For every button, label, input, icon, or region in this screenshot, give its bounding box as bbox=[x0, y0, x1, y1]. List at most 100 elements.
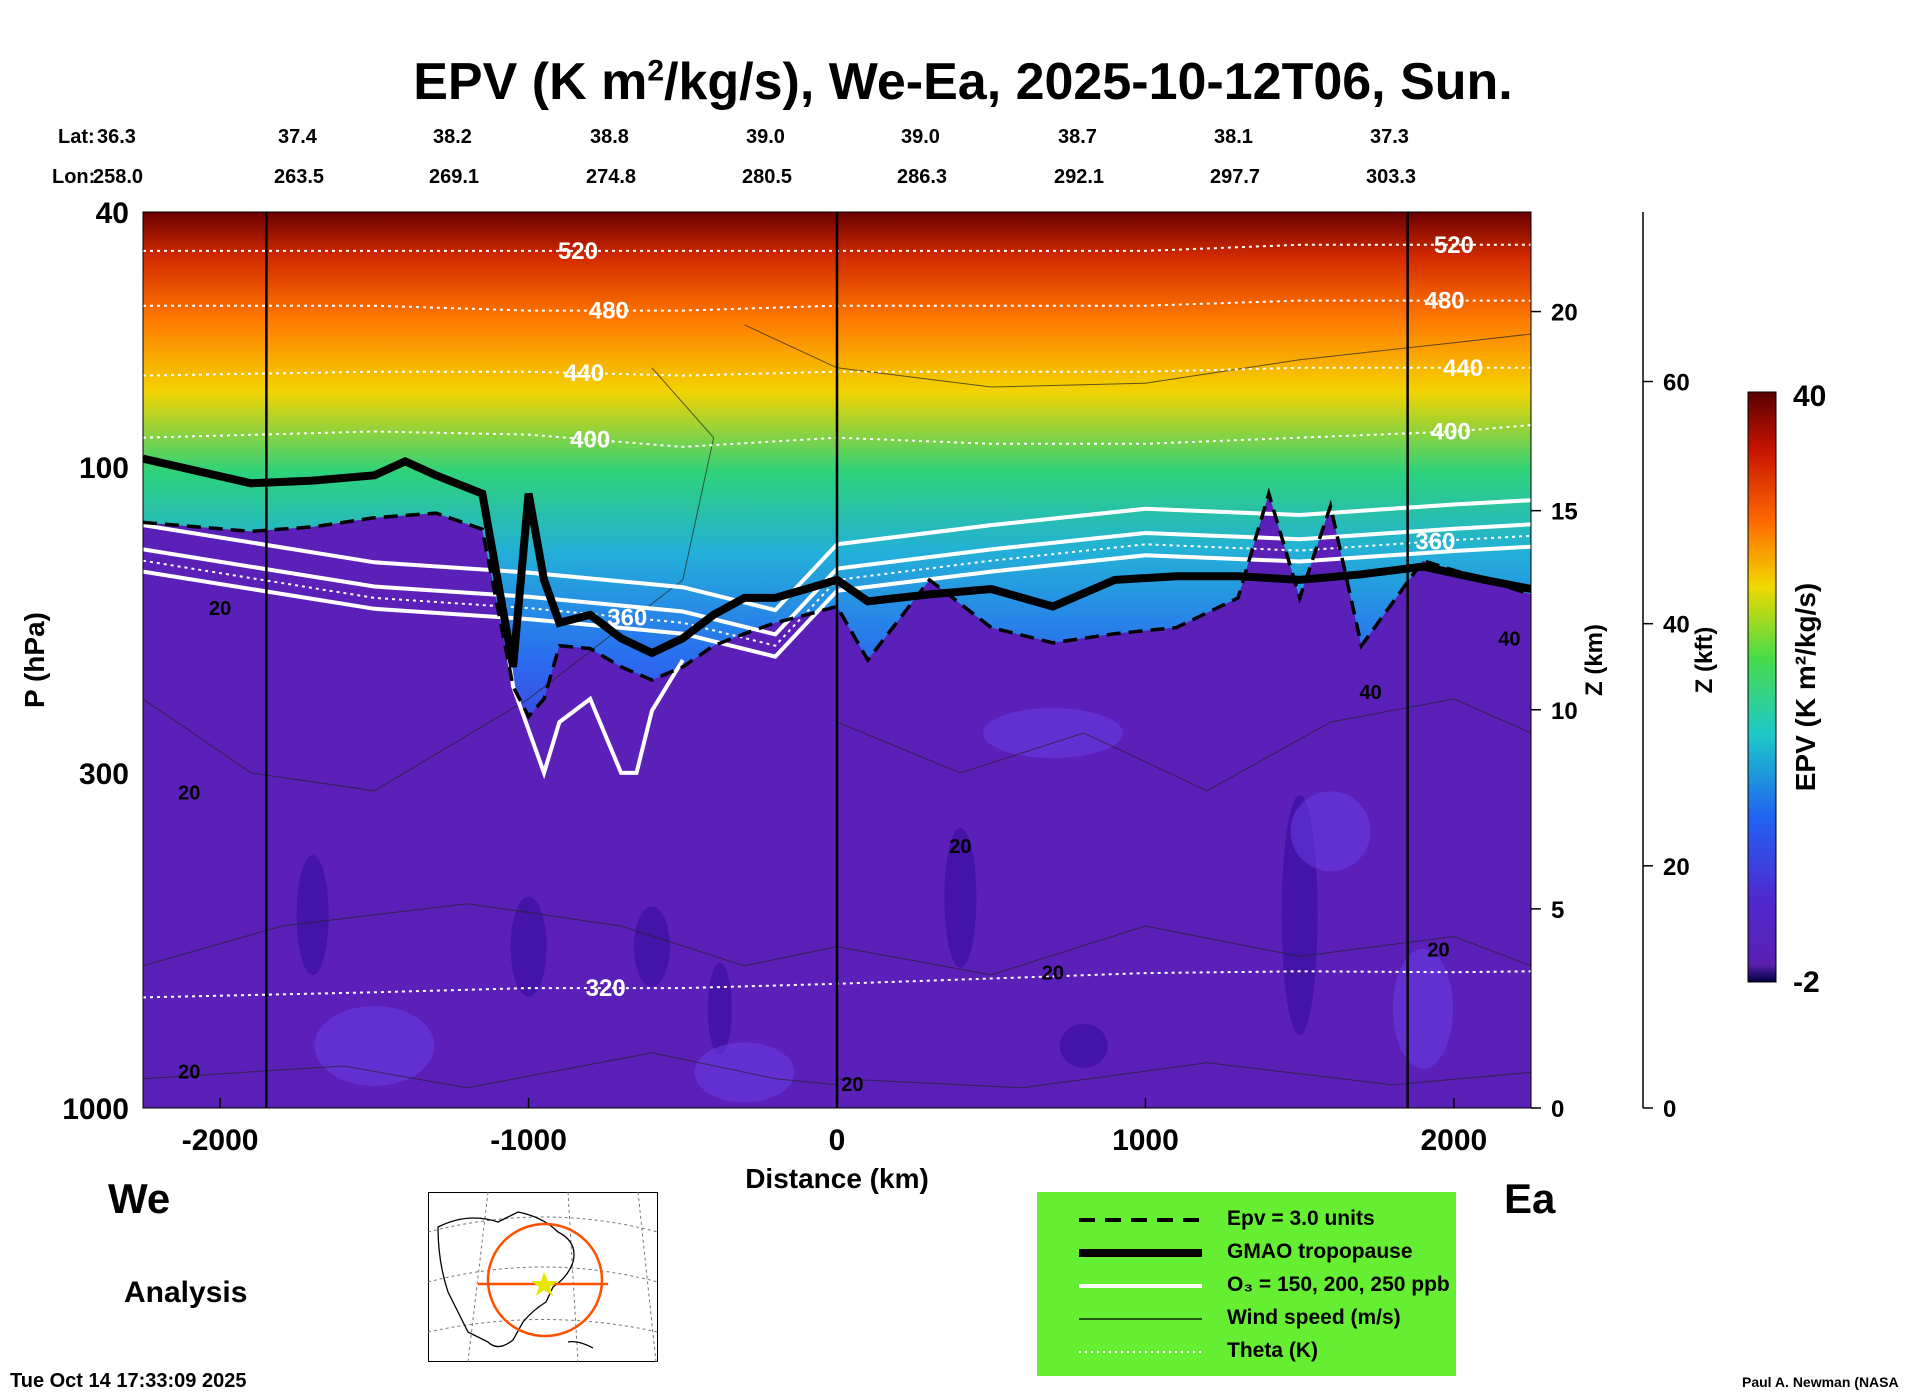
lat-value: 39.0 bbox=[746, 126, 785, 148]
zkm-tick-label: 15 bbox=[1551, 499, 1578, 526]
lon-value: 280.5 bbox=[742, 166, 793, 188]
x-axis-label: Distance (km) bbox=[745, 1163, 929, 1194]
lat-label: Lat: bbox=[58, 126, 95, 148]
p-tick-label: 100 bbox=[79, 452, 129, 485]
lon-value: 297.7 bbox=[1210, 166, 1261, 188]
colorbar-max-label: 40 bbox=[1793, 380, 1826, 413]
epv-wisp bbox=[1393, 948, 1454, 1069]
wind-label: 20 bbox=[949, 836, 971, 858]
p-tick-label: 1000 bbox=[62, 1093, 129, 1126]
x-tick-label: 2000 bbox=[1421, 1124, 1488, 1157]
lat-value: 39.0 bbox=[901, 126, 940, 148]
theta-contour bbox=[143, 424, 1531, 448]
lon-value: 269.1 bbox=[429, 166, 480, 188]
ozone-contour bbox=[495, 579, 685, 780]
theta-label: 400 bbox=[570, 427, 610, 454]
wind-label: 20 bbox=[841, 1074, 863, 1096]
theta-contour bbox=[143, 366, 1531, 377]
wind-label: 40 bbox=[1359, 682, 1381, 704]
wind-label: 20 bbox=[209, 598, 231, 620]
credit-label: Paul A. Newman (NASA bbox=[1742, 1374, 1899, 1390]
x-tick-label: 1000 bbox=[1112, 1124, 1179, 1157]
low-epv-patch bbox=[1059, 1023, 1108, 1068]
legend-entry: O₃ = 150, 200, 250 ppb bbox=[1227, 1273, 1450, 1296]
low-epv-patch bbox=[633, 906, 670, 987]
x-tick-label: 0 bbox=[829, 1124, 846, 1157]
theta-label: 480 bbox=[589, 298, 629, 325]
west-label: We bbox=[108, 1175, 171, 1222]
theta-label: 400 bbox=[1431, 419, 1471, 446]
theta-label: 440 bbox=[564, 360, 604, 387]
zkm-axis-label: Z (km) bbox=[1581, 624, 1608, 696]
zkft-tick-label: 60 bbox=[1663, 370, 1690, 397]
theta-label: 520 bbox=[558, 238, 598, 265]
lat-value: 38.2 bbox=[433, 126, 472, 148]
tropopause-line bbox=[143, 454, 1531, 668]
theta-contour bbox=[143, 243, 1531, 252]
theta-contour bbox=[143, 970, 1531, 999]
wind-speed-contour bbox=[836, 698, 1531, 792]
colorbar-min-label: -2 bbox=[1793, 966, 1820, 999]
wind-speed-contour bbox=[836, 1062, 1531, 1089]
low-epv-patch bbox=[707, 962, 732, 1055]
lon-value: 274.8 bbox=[586, 166, 637, 188]
lat-value: 36.3 bbox=[97, 126, 136, 148]
lon-value: 292.1 bbox=[1054, 166, 1105, 188]
low-epv-patch bbox=[944, 827, 977, 968]
lat-value: 38.8 bbox=[590, 126, 629, 148]
lat-value: 37.3 bbox=[1370, 126, 1409, 148]
epv-wisp bbox=[1290, 791, 1371, 872]
lat-value: 37.4 bbox=[278, 126, 317, 148]
lat-value: 38.1 bbox=[1214, 126, 1253, 148]
wind-label: 20 bbox=[1427, 939, 1449, 961]
wind-label: 20 bbox=[178, 782, 200, 804]
wind-speed-contour bbox=[836, 925, 1531, 976]
zkft-axis-label: Z (kft) bbox=[1691, 627, 1718, 694]
lon-value: 286.3 bbox=[897, 166, 948, 188]
lon-label: Lon: bbox=[52, 166, 96, 188]
chart-title: EPV (K m2/kg/s), We-Ea, 2025-10-12T06, S… bbox=[413, 53, 1513, 111]
x-tick-label: -1000 bbox=[490, 1124, 567, 1157]
analysis-label: Analysis bbox=[124, 1276, 248, 1309]
zkft-tick-label: 20 bbox=[1663, 854, 1690, 881]
legend-entry: Epv = 3.0 units bbox=[1227, 1207, 1375, 1230]
wind-label: 20 bbox=[1042, 962, 1064, 984]
zkft-tick-label: 40 bbox=[1663, 612, 1690, 639]
epv-wisp bbox=[314, 1005, 435, 1086]
zkft-tick-label: 0 bbox=[1663, 1096, 1676, 1123]
lon-value: 263.5 bbox=[274, 166, 325, 188]
epv3-contour bbox=[143, 487, 1531, 720]
lon-value: 303.3 bbox=[1366, 166, 1417, 188]
theta-label: 440 bbox=[1443, 355, 1483, 382]
wind-label: 40 bbox=[1498, 629, 1520, 651]
theta-label: 320 bbox=[586, 975, 626, 1002]
wind-label: 20 bbox=[178, 1062, 200, 1084]
wind-speed-contour bbox=[143, 903, 838, 967]
theta-label: 480 bbox=[1425, 288, 1465, 315]
legend-entry: Theta (K) bbox=[1227, 1339, 1318, 1362]
theta-label: 360 bbox=[607, 605, 647, 632]
east-label: Ea bbox=[1504, 1175, 1556, 1222]
lon-value: 258.0 bbox=[93, 166, 144, 188]
timestamp: Tue Oct 14 17:33:09 2025 bbox=[10, 1370, 247, 1392]
epv-wisp bbox=[982, 708, 1123, 759]
zkm-tick-label: 5 bbox=[1551, 897, 1564, 924]
legend: Epv = 3.0 units GMAO tropopause O₃ = 150, … bbox=[1037, 1192, 1456, 1376]
zkm-tick-label: 0 bbox=[1551, 1096, 1564, 1123]
colorbar-label: EPV (K m²/kg/s) bbox=[1790, 583, 1821, 791]
location-map bbox=[428, 1192, 658, 1362]
y-axis-label: P (hPa) bbox=[19, 612, 50, 708]
lat-value: 38.7 bbox=[1058, 126, 1097, 148]
p-tick-label: 40 bbox=[96, 197, 129, 230]
p-tick-label: 300 bbox=[79, 758, 129, 791]
low-epv-patch bbox=[296, 855, 329, 976]
wind-speed-contour bbox=[143, 367, 715, 792]
low-epv-patch bbox=[510, 896, 547, 997]
zkm-tick-label: 10 bbox=[1551, 698, 1578, 725]
legend-entry: Wind speed (m/s) bbox=[1227, 1306, 1401, 1329]
wind-speed-contour bbox=[143, 1052, 838, 1089]
zkm-tick-label: 20 bbox=[1551, 300, 1578, 327]
theta-contour bbox=[143, 299, 1531, 312]
x-tick-label: -2000 bbox=[182, 1124, 259, 1157]
